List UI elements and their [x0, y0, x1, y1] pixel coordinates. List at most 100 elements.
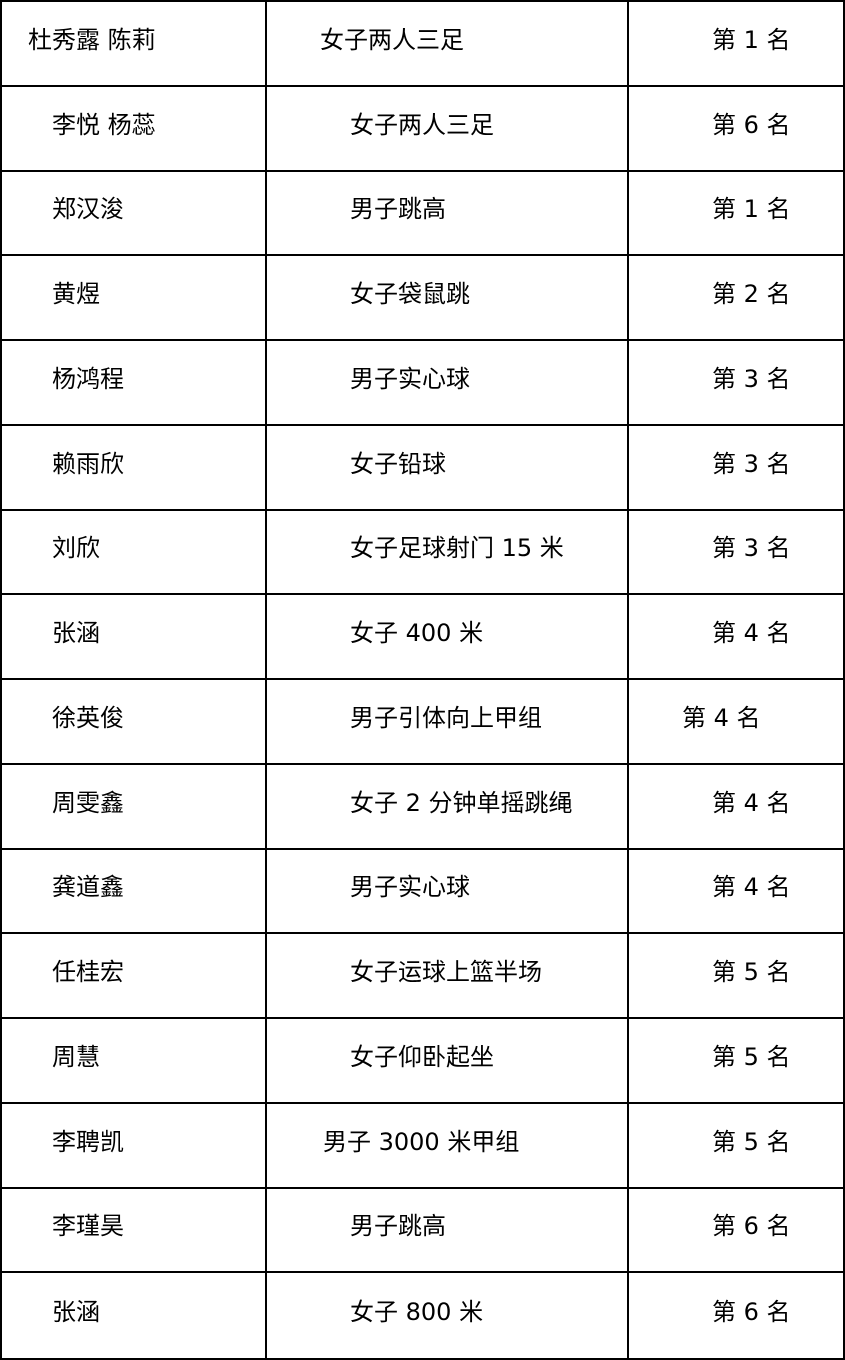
- table-row: 任桂宏 女子运球上篮半场 第 5 名: [2, 934, 843, 1019]
- event-name-cell[interactable]: 女子袋鼠跳: [267, 256, 629, 339]
- athlete-name: 任桂宏: [52, 958, 124, 987]
- event-name: 女子运球上篮半场: [350, 958, 542, 987]
- event-name-cell[interactable]: 女子足球射门 15 米: [267, 510, 629, 594]
- table-row: 李悦 杨蕊 女子两人三足 第 6 名: [2, 86, 843, 172]
- athlete-name-cell[interactable]: 赖雨欣: [2, 425, 267, 509]
- rank-cell[interactable]: 第 6 名: [629, 1273, 843, 1358]
- rank-cell[interactable]: 第 4 名: [629, 680, 843, 763]
- rank-value: 第 4 名: [712, 619, 791, 648]
- event-name-cell[interactable]: 男子实心球: [267, 849, 629, 933]
- rank-value: 第 2 名: [712, 280, 791, 309]
- rank-cell[interactable]: 第 4 名: [629, 595, 843, 678]
- athlete-name: 赖雨欣: [52, 449, 124, 478]
- table-row: 郑汉浚 男子跳高 第 1 名: [2, 171, 843, 257]
- athlete-name-cell[interactable]: 周雯鑫: [2, 764, 267, 848]
- rank-cell[interactable]: 第 4 名: [629, 850, 843, 933]
- athlete-name: 周慧: [52, 1042, 100, 1071]
- event-name: 女子仰卧起坐: [350, 1042, 494, 1071]
- athlete-name-cell[interactable]: 杜秀露 陈莉: [2, 2, 267, 85]
- athlete-name: 杨鸿程: [52, 364, 124, 393]
- rank-value: 第 5 名: [712, 958, 791, 987]
- event-name-cell[interactable]: 女子两人三足: [267, 86, 629, 170]
- event-name: 女子袋鼠跳: [350, 280, 470, 309]
- athlete-name-cell[interactable]: 龚道鑫: [2, 849, 267, 933]
- rank-cell[interactable]: 第 3 名: [629, 341, 843, 424]
- athlete-name: 周雯鑫: [52, 788, 124, 817]
- athlete-name: 李悦 杨蕊: [52, 110, 156, 139]
- athlete-name: 张涵: [52, 619, 100, 648]
- rank-cell[interactable]: 第 3 名: [629, 511, 843, 594]
- table-row: 杨鸿程 男子实心球 第 3 名: [2, 341, 843, 426]
- table-row: 黄煜 女子袋鼠跳 第 2 名: [2, 256, 843, 341]
- athlete-name-cell[interactable]: 李聘凯: [2, 1103, 267, 1187]
- event-name-cell[interactable]: 女子 800 米: [267, 1273, 629, 1358]
- athlete-name: 龚道鑫: [52, 873, 124, 902]
- athlete-name-cell[interactable]: 李悦 杨蕊: [2, 86, 267, 170]
- rank-value: 第 4 名: [682, 703, 761, 732]
- event-name-cell[interactable]: 男子跳高: [267, 171, 629, 255]
- event-name: 女子 2 分钟单摇跳绳: [350, 788, 573, 817]
- event-name: 女子两人三足: [320, 25, 464, 54]
- rank-value: 第 5 名: [712, 1127, 791, 1156]
- event-name: 男子跳高: [350, 1212, 446, 1241]
- event-name-cell[interactable]: 女子铅球: [267, 425, 629, 509]
- event-name: 男子 3000 米甲组: [323, 1127, 520, 1156]
- event-name-cell[interactable]: 女子两人三足: [267, 2, 629, 85]
- rank-cell[interactable]: 第 6 名: [629, 1189, 843, 1272]
- event-name-cell[interactable]: 女子仰卧起坐: [267, 1019, 629, 1102]
- event-name: 女子两人三足: [350, 110, 494, 139]
- athlete-name-cell[interactable]: 张涵: [2, 595, 267, 678]
- table-row: 张涵 女子 400 米 第 4 名: [2, 595, 843, 680]
- rank-value: 第 1 名: [712, 25, 791, 54]
- rank-value: 第 4 名: [712, 873, 791, 902]
- event-name-cell[interactable]: 女子运球上篮半场: [267, 934, 629, 1017]
- table-row: 李瑾昊 男子跳高 第 6 名: [2, 1188, 843, 1274]
- athlete-name-cell[interactable]: 李瑾昊: [2, 1188, 267, 1272]
- table-row: 刘欣 女子足球射门 15 米 第 3 名: [2, 510, 843, 596]
- athlete-name: 杜秀露 陈莉: [28, 25, 156, 54]
- table-row: 李聘凯 男子 3000 米甲组 第 5 名: [2, 1103, 843, 1189]
- rank-cell[interactable]: 第 5 名: [629, 1104, 843, 1187]
- athlete-name: 郑汉浚: [52, 195, 124, 224]
- athlete-name-cell[interactable]: 张涵: [2, 1273, 267, 1358]
- table-row: 杜秀露 陈莉 女子两人三足 第 1 名: [2, 2, 843, 87]
- event-name: 女子铅球: [350, 449, 446, 478]
- rank-value: 第 4 名: [712, 788, 791, 817]
- rank-value: 第 6 名: [712, 1298, 791, 1327]
- rank-value: 第 3 名: [712, 364, 791, 393]
- athlete-name-cell[interactable]: 徐英俊: [2, 680, 267, 763]
- athlete-name-cell[interactable]: 黄煜: [2, 256, 267, 339]
- table-row: 龚道鑫 男子实心球 第 4 名: [2, 849, 843, 935]
- athlete-name-cell[interactable]: 周慧: [2, 1019, 267, 1102]
- event-name-cell[interactable]: 男子 3000 米甲组: [267, 1103, 629, 1187]
- event-name-cell[interactable]: 女子 400 米: [267, 595, 629, 678]
- event-name-cell[interactable]: 男子跳高: [267, 1188, 629, 1272]
- athlete-name-cell[interactable]: 任桂宏: [2, 934, 267, 1017]
- rank-cell[interactable]: 第 4 名: [629, 765, 843, 848]
- athlete-name-cell[interactable]: 杨鸿程: [2, 341, 267, 424]
- athlete-name: 李瑾昊: [52, 1212, 124, 1241]
- rank-cell[interactable]: 第 3 名: [629, 426, 843, 509]
- athlete-name: 刘欣: [52, 534, 100, 563]
- rank-cell[interactable]: 第 1 名: [629, 2, 843, 85]
- rank-value: 第 3 名: [712, 449, 791, 478]
- event-name-cell[interactable]: 男子实心球: [267, 341, 629, 424]
- event-name: 男子实心球: [350, 873, 470, 902]
- event-name: 男子引体向上甲组: [350, 703, 542, 732]
- rank-value: 第 1 名: [712, 195, 791, 224]
- athlete-name-cell[interactable]: 郑汉浚: [2, 171, 267, 255]
- rank-value: 第 6 名: [712, 110, 791, 139]
- rank-cell[interactable]: 第 5 名: [629, 934, 843, 1017]
- athlete-name: 张涵: [52, 1298, 100, 1327]
- rank-cell[interactable]: 第 5 名: [629, 1019, 843, 1102]
- rank-cell[interactable]: 第 6 名: [629, 87, 843, 170]
- event-name-cell[interactable]: 男子引体向上甲组: [267, 680, 629, 763]
- athlete-name-cell[interactable]: 刘欣: [2, 510, 267, 594]
- athlete-name: 徐英俊: [52, 703, 124, 732]
- rank-cell[interactable]: 第 2 名: [629, 256, 843, 339]
- event-name-cell[interactable]: 女子 2 分钟单摇跳绳: [267, 764, 629, 848]
- event-name: 女子 800 米: [350, 1298, 484, 1327]
- athlete-name: 李聘凯: [52, 1127, 124, 1156]
- rank-cell[interactable]: 第 1 名: [629, 172, 843, 255]
